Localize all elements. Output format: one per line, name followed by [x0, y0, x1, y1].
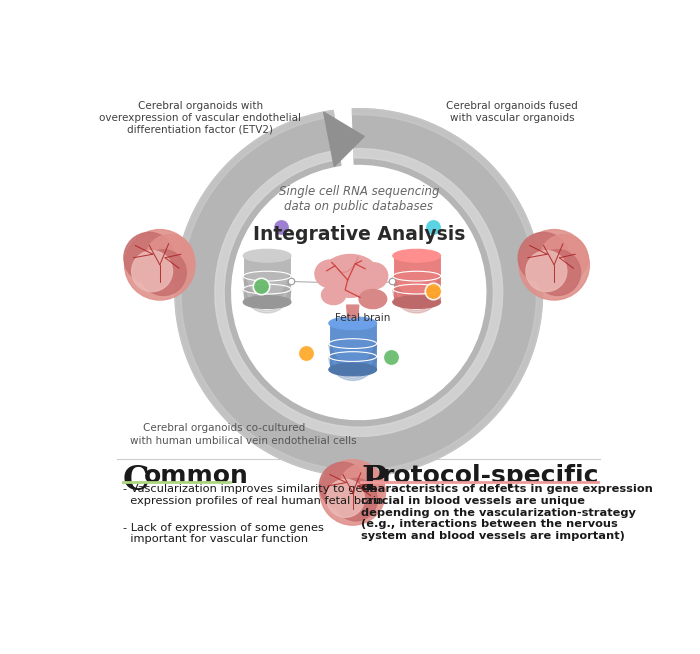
Wedge shape: [393, 276, 440, 300]
Circle shape: [146, 235, 194, 283]
Text: with human umbilical vein endothelial cells: with human umbilical vein endothelial ce…: [130, 436, 356, 446]
FancyBboxPatch shape: [243, 256, 291, 302]
Ellipse shape: [329, 317, 377, 330]
Circle shape: [526, 250, 567, 292]
Text: ommon: ommon: [144, 464, 248, 488]
Text: Cerebral organoids with
overexpression of vascular endothelial
differentiation f: Cerebral organoids with overexpression o…: [99, 101, 301, 134]
Wedge shape: [175, 109, 542, 476]
Ellipse shape: [321, 285, 346, 305]
Ellipse shape: [393, 249, 440, 262]
Wedge shape: [329, 343, 377, 368]
Wedge shape: [329, 356, 377, 381]
Text: Cerebral organoids fused
with vascular organoids: Cerebral organoids fused with vascular o…: [447, 101, 578, 123]
Polygon shape: [346, 305, 359, 318]
Ellipse shape: [321, 254, 379, 298]
Text: - Vascularization improves similarity to gene
  expression profiles of real huma: - Vascularization improves similarity to…: [123, 485, 384, 506]
Circle shape: [335, 478, 377, 521]
Wedge shape: [393, 289, 440, 313]
Ellipse shape: [393, 296, 440, 309]
Circle shape: [340, 464, 384, 509]
Circle shape: [535, 250, 580, 296]
Polygon shape: [323, 112, 364, 167]
Point: [255, 281, 266, 291]
Circle shape: [132, 250, 172, 292]
Wedge shape: [215, 148, 503, 436]
Point: [428, 222, 439, 232]
Ellipse shape: [243, 296, 291, 309]
Point: [286, 276, 297, 286]
Ellipse shape: [329, 363, 377, 376]
Point: [387, 276, 398, 286]
Circle shape: [540, 235, 588, 283]
Text: P: P: [361, 464, 386, 497]
Ellipse shape: [315, 260, 345, 288]
Circle shape: [326, 479, 365, 517]
Wedge shape: [243, 289, 291, 313]
Point: [428, 286, 439, 297]
Circle shape: [125, 230, 195, 300]
Ellipse shape: [360, 263, 388, 289]
Wedge shape: [175, 109, 542, 476]
Text: Characteristics of defects in gene expression
crucial in blood vessels are uniqu: Characteristics of defects in gene expre…: [361, 485, 653, 541]
Point: [300, 348, 312, 358]
Circle shape: [519, 230, 589, 300]
Point: [347, 317, 358, 328]
Text: Single cell RNA sequencing
data on public databases: Single cell RNA sequencing data on publi…: [279, 185, 439, 213]
Point: [275, 222, 286, 232]
Text: Integrative Analysis: Integrative Analysis: [253, 225, 465, 244]
Text: Cerebral organoids co-cultured: Cerebral organoids co-cultured: [144, 423, 305, 434]
Circle shape: [518, 232, 569, 283]
Ellipse shape: [359, 290, 386, 309]
FancyBboxPatch shape: [393, 256, 440, 302]
Text: rotocol-specific: rotocol-specific: [382, 464, 599, 488]
Circle shape: [319, 462, 367, 509]
Text: Fetal brain: Fetal brain: [335, 313, 391, 322]
Circle shape: [124, 232, 174, 283]
Circle shape: [141, 250, 186, 296]
Circle shape: [235, 169, 482, 416]
Circle shape: [320, 460, 386, 525]
FancyBboxPatch shape: [329, 323, 377, 370]
Point: [386, 352, 397, 362]
Ellipse shape: [243, 249, 291, 262]
Text: C: C: [123, 464, 150, 497]
Text: - Lack of expression of some genes
  important for vascular function: - Lack of expression of some genes impor…: [123, 523, 324, 544]
Wedge shape: [243, 276, 291, 300]
